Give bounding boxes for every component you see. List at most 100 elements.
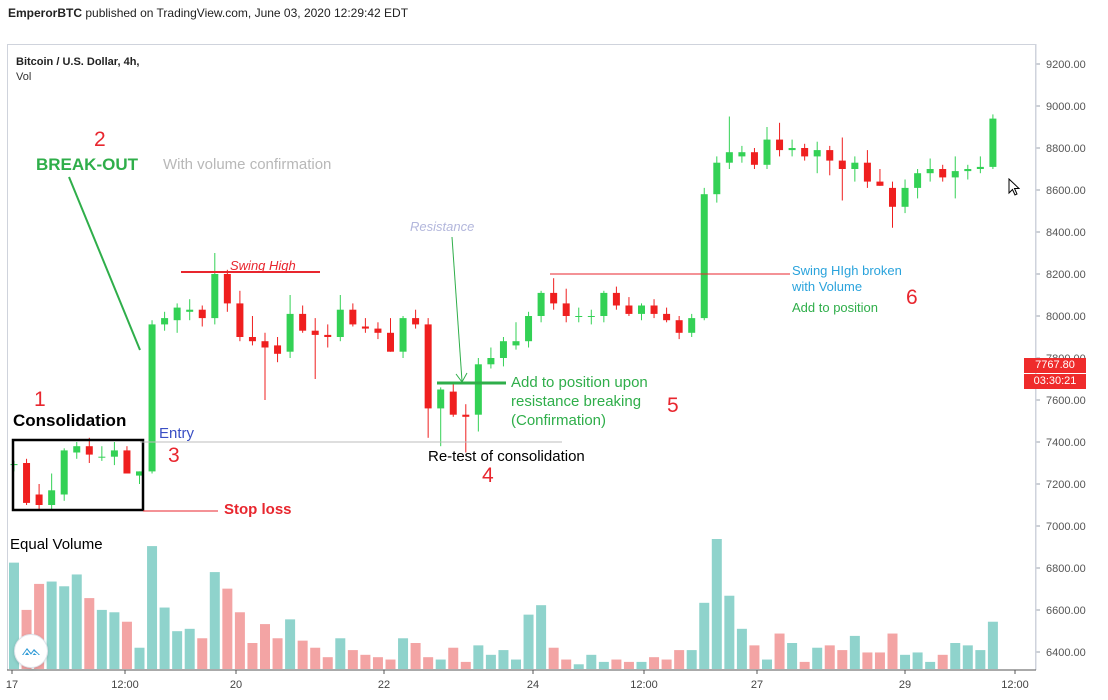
volume-bar (347, 650, 358, 669)
volume-bar (172, 631, 183, 669)
candle-body (650, 305, 658, 314)
volume-bar (724, 595, 735, 669)
candle-body (713, 162, 721, 195)
candle (148, 320, 156, 474)
candle-body (186, 309, 194, 312)
candle-body (223, 274, 231, 304)
candle-body (248, 337, 256, 342)
candle (763, 127, 771, 169)
time-tick-label: 20 (230, 679, 242, 691)
volume-bar (34, 583, 45, 669)
tradingview-logo[interactable] (14, 634, 48, 668)
candle (663, 307, 671, 323)
volume-bar (360, 654, 371, 669)
volume-bar (322, 657, 333, 669)
resistance-pointer-head (455, 372, 468, 383)
candles (10, 114, 997, 510)
candle-body (412, 318, 420, 325)
candle (813, 141, 821, 174)
resistance-pointer[interactable] (451, 236, 463, 382)
symbol-legend[interactable]: Bitcoin / U.S. Dollar, 4h, (16, 56, 140, 68)
candle (437, 387, 445, 447)
mouse-cursor-icon (1008, 178, 1020, 196)
candle (110, 442, 118, 466)
volume-legend[interactable]: Vol (16, 71, 32, 83)
candle (412, 309, 420, 329)
volume-bar (787, 643, 798, 669)
breakout-label: BREAK-OUT (36, 155, 138, 174)
add-position-line-1: Add to position upon (511, 374, 648, 391)
candle-body (286, 313, 294, 352)
candle-body (35, 494, 43, 505)
candle-body (161, 318, 169, 325)
add-position-line-2: resistance breaking (511, 393, 642, 410)
candle-body (324, 334, 332, 337)
volume-bar (975, 650, 986, 669)
current-price-label: 7767.80 (1024, 358, 1086, 373)
time-tick-label: 12:00 (1001, 679, 1029, 691)
price-tick-label: 9200.00 (1046, 59, 1086, 71)
volume-bar (536, 605, 547, 669)
author-name[interactable]: EmperorBTC (8, 6, 83, 20)
candle-body (750, 152, 758, 165)
swing-broken-note: Swing HIgh broken with Volume (792, 263, 902, 295)
candle-body (261, 341, 269, 348)
retest-label: Re-test of consolidation (428, 448, 585, 465)
candle-body (600, 292, 608, 316)
breakout-arrow[interactable] (68, 176, 141, 351)
volume-bar (623, 661, 634, 669)
volume-bar (774, 633, 785, 669)
publish-header: EmperorBTC published on TradingView.com,… (8, 6, 408, 20)
volume-bar (573, 664, 584, 669)
volume-bar (260, 624, 270, 669)
candle-body (462, 414, 470, 417)
volume-bar (197, 638, 208, 669)
add-position-line-3: (Confirmation) (511, 412, 607, 429)
publish-info: published on TradingView.com, June 03, 2… (85, 6, 409, 20)
candle (85, 437, 93, 463)
marker-2: 2 (94, 128, 106, 151)
volume-bar (611, 659, 622, 669)
volume-bar (385, 659, 396, 669)
volume-bar (849, 635, 860, 669)
volume-bar (548, 647, 559, 669)
candle (976, 156, 984, 174)
candle (274, 337, 282, 363)
breakout-subtitle: With volume confirmation (163, 156, 332, 173)
consolidation-box[interactable] (11, 438, 145, 512)
candle (311, 318, 319, 379)
time-tick-label: 24 (527, 679, 539, 691)
candle-body (98, 456, 106, 458)
candle-body (763, 139, 771, 165)
volume-bar (473, 645, 484, 669)
candle (625, 297, 633, 316)
volume-bar (837, 650, 848, 669)
volume-bar (925, 661, 936, 669)
volume-bar (310, 647, 321, 669)
candle-body (387, 332, 394, 352)
candle (449, 383, 457, 417)
price-tick-label: 9000.00 (1046, 101, 1086, 113)
candle-body (148, 324, 156, 472)
candle (863, 150, 871, 188)
volume-bar (561, 659, 572, 669)
candle-body (889, 187, 896, 207)
candle-body (939, 169, 947, 178)
candle-body (48, 490, 56, 505)
time-tick-label: 12:00 (630, 679, 658, 691)
volume-bar (134, 647, 145, 669)
candle (776, 122, 784, 157)
candle (361, 318, 369, 333)
volume-bar (96, 609, 107, 669)
candle-body (901, 187, 909, 207)
price-tick-label: 8800.00 (1046, 143, 1086, 155)
volume-bar (874, 652, 885, 669)
axes: 9200.00 9000.00 8800.00 8600.00 8400.00 8200.… (6, 44, 1086, 691)
candle-body (374, 328, 382, 333)
volume-bar (121, 621, 132, 669)
candle (612, 286, 620, 310)
price-tick-label: 6800.00 (1046, 563, 1086, 575)
swing-broken-line-1: Swing HIgh broken (792, 263, 902, 278)
volume-bar (661, 659, 672, 669)
